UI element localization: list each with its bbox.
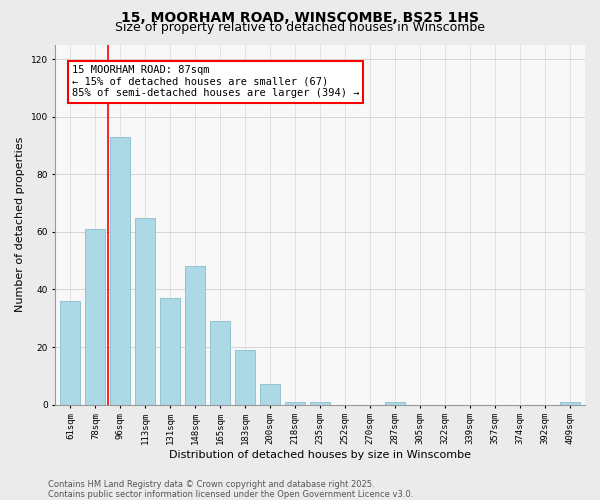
Bar bbox=[235, 350, 255, 405]
Bar bbox=[160, 298, 181, 405]
Y-axis label: Number of detached properties: Number of detached properties bbox=[15, 137, 25, 312]
Bar bbox=[211, 321, 230, 404]
Bar bbox=[136, 218, 155, 404]
Bar bbox=[560, 402, 580, 404]
Bar bbox=[85, 229, 106, 404]
Bar bbox=[385, 402, 405, 404]
Text: 15, MOORHAM ROAD, WINSCOMBE, BS25 1HS: 15, MOORHAM ROAD, WINSCOMBE, BS25 1HS bbox=[121, 11, 479, 25]
Bar bbox=[310, 402, 330, 404]
Bar bbox=[110, 137, 130, 404]
Bar bbox=[285, 402, 305, 404]
Bar bbox=[61, 301, 80, 405]
Text: 15 MOORHAM ROAD: 87sqm
← 15% of detached houses are smaller (67)
85% of semi-det: 15 MOORHAM ROAD: 87sqm ← 15% of detached… bbox=[71, 65, 359, 98]
Bar bbox=[185, 266, 205, 404]
Text: Size of property relative to detached houses in Winscombe: Size of property relative to detached ho… bbox=[115, 22, 485, 35]
Bar bbox=[260, 384, 280, 404]
X-axis label: Distribution of detached houses by size in Winscombe: Distribution of detached houses by size … bbox=[169, 450, 471, 460]
Text: Contains HM Land Registry data © Crown copyright and database right 2025.
Contai: Contains HM Land Registry data © Crown c… bbox=[48, 480, 413, 499]
